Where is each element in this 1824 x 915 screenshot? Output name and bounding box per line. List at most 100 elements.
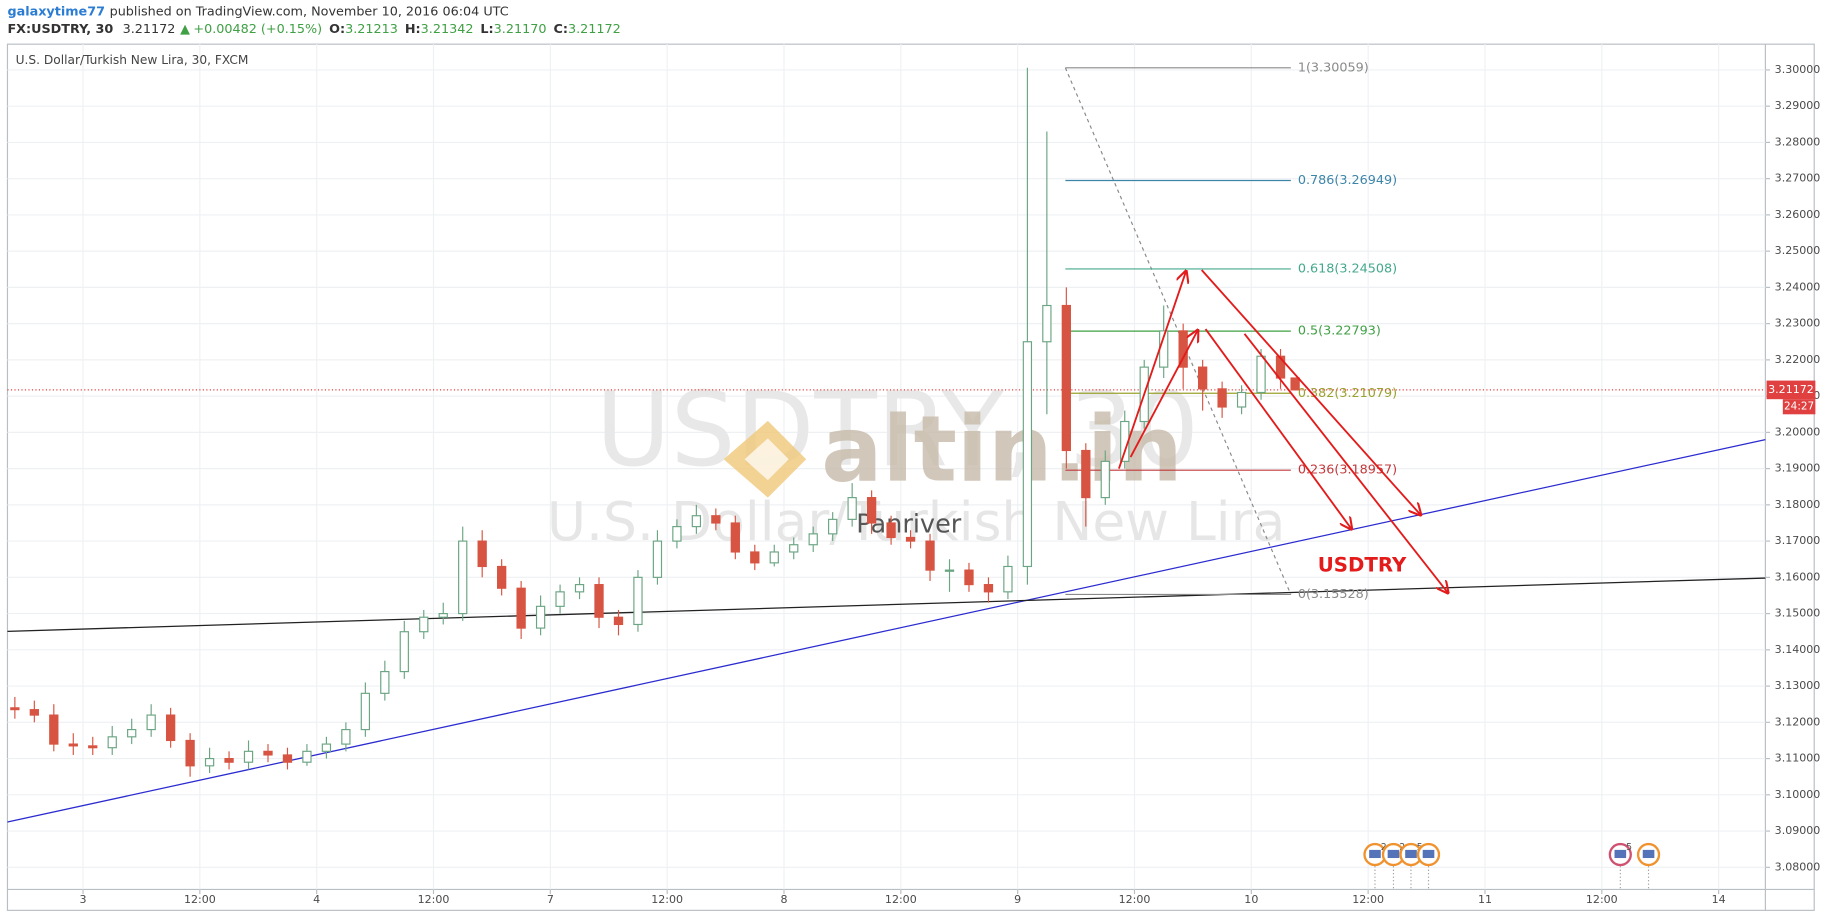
trend-line <box>7 577 1766 632</box>
candle-body <box>1081 449 1091 499</box>
candle-body <box>399 631 409 673</box>
candle-body <box>1022 341 1033 568</box>
x-tick-label: 12:00 <box>651 893 683 906</box>
candle-body <box>1197 366 1208 390</box>
x-tick-label: 12:00 <box>1119 893 1151 906</box>
arrow <box>1129 330 1198 458</box>
event-label: 2 <box>1381 842 1387 853</box>
y-tick-label: 3.26000 <box>1775 208 1821 221</box>
ohlc-key: H: <box>405 22 421 37</box>
candle-body <box>1290 377 1300 391</box>
last-price-label: 3.21172 <box>1768 383 1814 396</box>
x-tick-label: 4 <box>313 893 320 906</box>
candle-body <box>1217 388 1227 408</box>
y-tick-label: 3.29000 <box>1775 99 1821 112</box>
candle-body <box>828 518 838 535</box>
grid <box>7 44 1766 890</box>
candle-body <box>613 616 624 626</box>
event-flag <box>1369 849 1381 859</box>
logo-icon-inner <box>744 438 789 481</box>
y-tick-label: 3.22000 <box>1775 353 1821 366</box>
candle-body <box>555 591 565 607</box>
event-flag <box>1387 849 1400 859</box>
published: published on TradingView.com, November 1… <box>110 4 509 19</box>
candle-body <box>691 515 702 528</box>
y-tick-label: 3.08000 <box>1775 860 1821 873</box>
arrow <box>1243 333 1448 593</box>
y-tick-label: 3.19000 <box>1775 462 1821 475</box>
change-arrow: ▲ <box>180 22 190 37</box>
y-tick-label: 3.16000 <box>1775 570 1821 583</box>
y-tick-label: 3.28000 <box>1775 135 1821 148</box>
candle-body <box>68 743 78 747</box>
candle-body <box>1236 391 1247 408</box>
candle-body <box>341 728 351 745</box>
event-flag <box>1405 849 1417 859</box>
fib-label: 0.618(3.24508) <box>1298 261 1397 276</box>
candle-body <box>574 584 585 593</box>
plot: 1(3.30059) 0.786(3.26949) 0.618(3.24508) 0.… <box>7 60 1766 823</box>
candle-body <box>789 544 799 553</box>
candle-body <box>925 540 935 571</box>
candle-body <box>282 754 293 763</box>
candle-body <box>1275 355 1286 379</box>
candle-body <box>886 522 896 539</box>
y-tick-label: 3.25000 <box>1775 244 1821 257</box>
candle-body <box>204 757 215 767</box>
candle-body <box>808 533 818 546</box>
arrow <box>1200 269 1421 515</box>
candle-body <box>185 739 195 767</box>
candle-body <box>711 515 721 524</box>
fib-label: 0.236(3.18957) <box>1298 463 1397 478</box>
candle-body <box>321 743 332 752</box>
candle-body <box>1003 565 1013 593</box>
candle-body <box>477 540 487 568</box>
y-tick-label: 3.12000 <box>1775 715 1821 728</box>
x-tick-label: 8 <box>780 893 787 906</box>
x-tick-label: 3 <box>79 893 86 906</box>
x-tick-label: 12:00 <box>418 893 450 906</box>
y-tick-label: 3.27000 <box>1775 172 1821 185</box>
last: 3.21172 <box>123 22 176 37</box>
candle-body <box>964 569 974 586</box>
candle-body <box>769 551 779 564</box>
candle-body <box>419 616 429 633</box>
y-tick-label: 3.17000 <box>1775 534 1821 547</box>
fib-label: 1(3.30059) <box>1298 60 1369 75</box>
candle-body <box>1100 460 1110 499</box>
candle-body <box>302 750 312 763</box>
trend-line <box>7 438 1766 823</box>
event-flag <box>1642 849 1655 859</box>
x-tick-label: 9 <box>1014 893 1021 906</box>
candle-body <box>866 497 877 524</box>
y-tick-label: 3.20000 <box>1775 425 1821 438</box>
candle-body <box>944 569 955 572</box>
x-tick-label: 10 <box>1244 893 1258 906</box>
annotation: USDTRY <box>1318 554 1407 577</box>
y-tick-label: 3.13000 <box>1775 679 1821 692</box>
candle-body <box>905 536 916 542</box>
candle-body <box>750 551 760 564</box>
candle-body <box>633 576 643 626</box>
x-tick-label: 7 <box>547 893 554 906</box>
candle-body <box>672 526 682 542</box>
y-tick-label: 3.14000 <box>1775 643 1821 656</box>
fib-label: 0.5(3.22793) <box>1298 324 1381 339</box>
candle-body <box>224 757 234 763</box>
candle-body <box>380 671 390 694</box>
candle-body <box>263 750 273 756</box>
fib-label: 0.786(3.26949) <box>1298 173 1397 188</box>
symbol: FX:USDTRY, 30 <box>7 22 113 37</box>
ohlc-value: 3.21170 <box>494 22 547 37</box>
candle-body <box>1256 355 1266 394</box>
x-tick-label: 12:00 <box>1352 893 1384 906</box>
ohlc-key: O: <box>329 22 345 37</box>
x-tick-label: 14 <box>1712 893 1726 906</box>
candle-body <box>594 584 604 618</box>
arrow <box>1118 271 1186 469</box>
y-tick-label: 3.18000 <box>1775 498 1821 511</box>
ohlc-key: L: <box>480 22 493 37</box>
header-line-2: FX:USDTRY, 30 3.21172 ▲ +0.00482 (+0.15%) O:… <box>7 22 620 37</box>
